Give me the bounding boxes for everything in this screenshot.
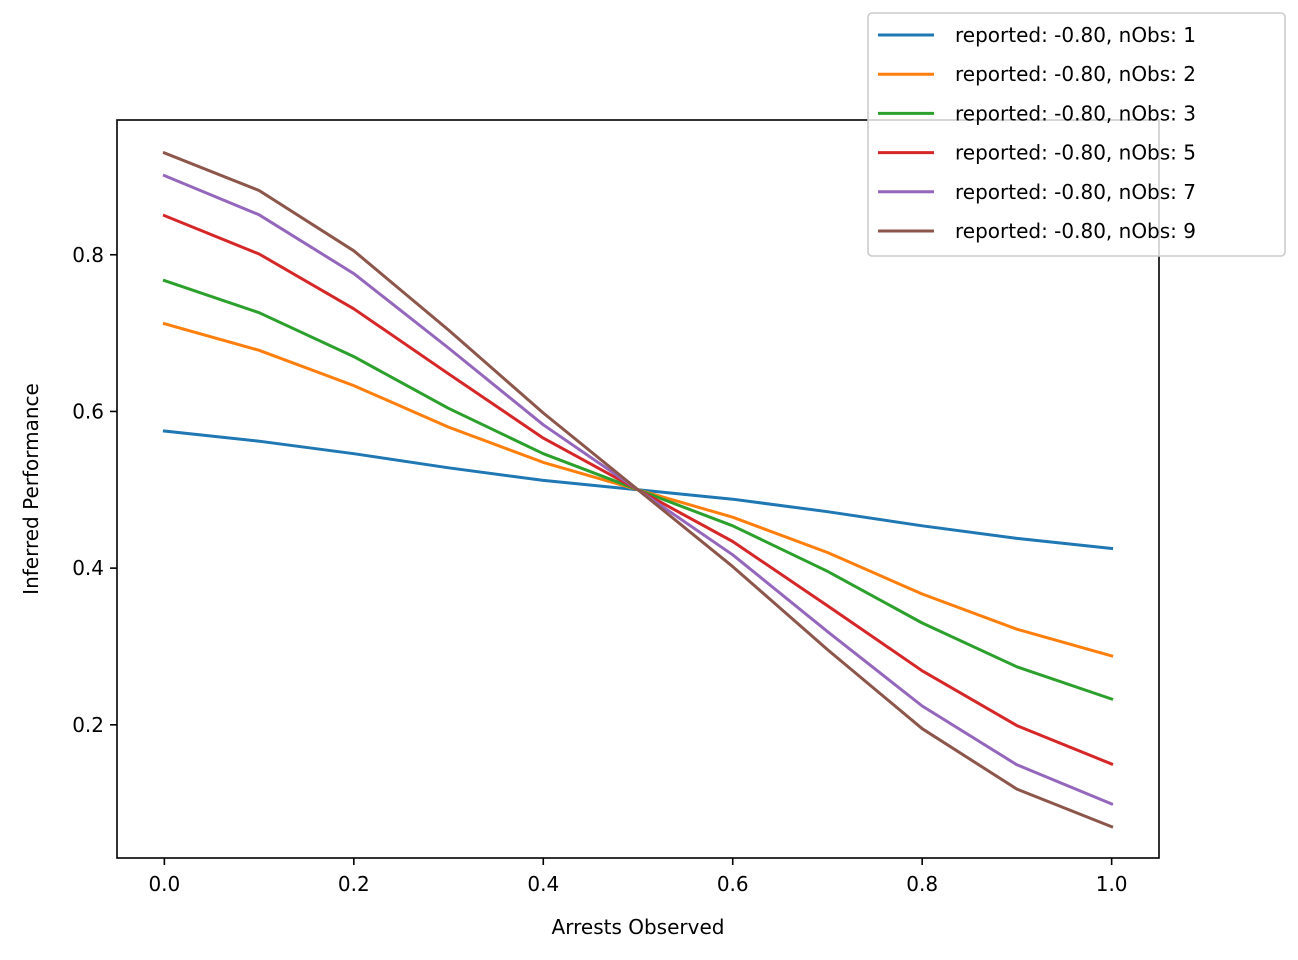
y-axis-label: Inferred Performance bbox=[19, 383, 43, 595]
series-line-5 bbox=[162, 150, 1114, 829]
legend-label-1: reported: -0.80, nObs: 2 bbox=[955, 62, 1196, 86]
x-tick-label: 0.0 bbox=[148, 872, 180, 896]
legend-label-4: reported: -0.80, nObs: 7 bbox=[955, 180, 1196, 204]
x-tick-label: 0.6 bbox=[717, 872, 749, 896]
x-axis-label: Arrests Observed bbox=[552, 915, 725, 939]
legend: reported: -0.80, nObs: 1 reported: -0.80,… bbox=[867, 12, 1286, 257]
legend-label-2: reported: -0.80, nObs: 3 bbox=[955, 101, 1196, 125]
x-axis-ticks: 0.0 0.2 0.4 0.6 0.8 1.0 bbox=[148, 858, 1128, 896]
x-tick-label: 0.8 bbox=[906, 872, 938, 896]
x-tick-label: 0.4 bbox=[527, 872, 559, 896]
y-tick-label: 0.6 bbox=[72, 399, 104, 423]
x-tick-label: 1.0 bbox=[1096, 872, 1128, 896]
y-tick-label: 0.8 bbox=[72, 243, 104, 267]
legend-label-5: reported: -0.80, nObs: 9 bbox=[955, 219, 1196, 243]
y-tick-label: 0.4 bbox=[72, 556, 104, 580]
legend-label-3: reported: -0.80, nObs: 5 bbox=[955, 141, 1196, 165]
y-axis-ticks: 0.2 0.4 0.6 0.8 bbox=[72, 243, 117, 737]
legend-box bbox=[867, 12, 1286, 257]
legend-label-0: reported: -0.80, nObs: 1 bbox=[955, 23, 1196, 47]
x-tick-label: 0.2 bbox=[338, 872, 370, 896]
axes-frame bbox=[116, 119, 1160, 859]
series-lines bbox=[162, 150, 1114, 829]
y-tick-label: 0.2 bbox=[72, 713, 104, 737]
